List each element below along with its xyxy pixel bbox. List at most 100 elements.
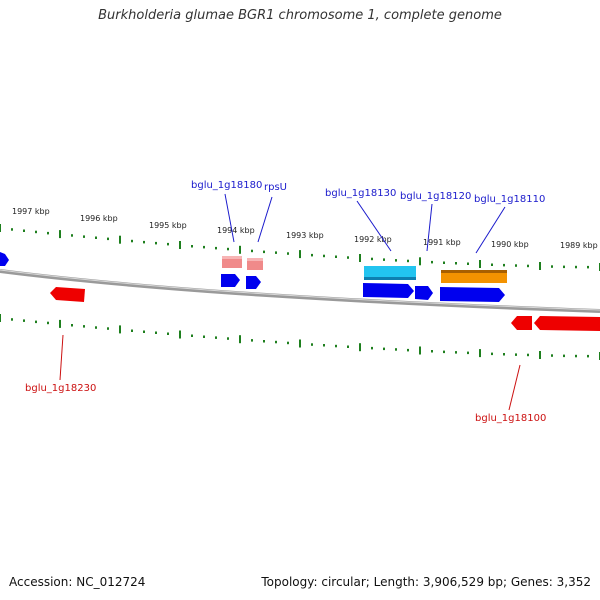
map-title: Burkholderia glumae BGR1 chromosome 1, c… [98,8,502,23]
lower-track-minor-tick [503,353,505,356]
lower-track-major-tick [0,314,1,322]
feature-cyan[interactable] [364,266,416,280]
lower-track-minor-tick [191,334,193,337]
lower-track-minor-tick [335,344,337,348]
upper-track-minor-tick [491,263,493,266]
upper-track-major-tick [119,235,121,244]
upper-track-minor-tick [527,264,529,268]
callout-bglu_1g18110 [475,206,506,254]
lower-track-minor-tick [275,340,277,344]
kbp-label-1990: 1990 kbp [491,240,529,249]
upper-track-minor-tick [347,256,349,259]
lower-track-minor-tick [35,320,37,324]
lower-track-minor-tick [491,352,493,356]
gene-label-bglu_1g18130[interactable]: bglu_1g18130 [325,188,396,199]
upper-track-minor-tick [431,260,433,264]
upper-track-minor-tick [107,237,109,241]
kbp-scale: 1997 kbp 1996 kbp 1995 kbp 1994 kbp 1993… [12,207,598,250]
lower-track-minor-tick [11,318,13,321]
lower-track-minor-tick [47,321,49,325]
lower-track-major-tick [239,335,241,344]
lower-track-minor-tick [287,341,289,345]
upper-track-minor-tick [455,262,457,265]
upper-track-major-tick [359,254,361,262]
upper-track-major-tick [59,230,61,239]
upper-tick-track [0,224,600,271]
upper-track-minor-tick [143,240,145,244]
lower-track-major-tick [479,349,481,358]
gene-label-bglu_1g18180[interactable]: bglu_1g18180 [191,180,262,191]
upper-track-minor-tick [191,245,193,248]
gene-arrow-bglu_1g18110[interactable] [440,287,505,302]
lower-track-major-tick [359,343,361,352]
upper-track-minor-tick [275,251,277,254]
upper-track-minor-tick [443,261,445,264]
upper-track-minor-tick [407,259,409,263]
kbp-label-1994: 1994 kbp [217,226,255,235]
callout-bglu_1g18100 [508,364,521,411]
lower-track-minor-tick [443,350,445,354]
upper-track-minor-tick [467,262,469,265]
upper-track-major-tick [299,250,301,259]
gene-arrow-bglu_1g18120[interactable] [415,286,433,300]
callout-bglu_1g18180 [224,193,235,243]
gene-label-bglu_1g18120[interactable]: bglu_1g18120 [400,191,471,202]
lower-tick-track [0,314,600,360]
upper-track-minor-tick [503,263,505,267]
upper-track-minor-tick [35,230,37,234]
lower-track-minor-tick [203,335,205,338]
gene-arrow-rpsU[interactable] [246,276,261,289]
feature-pink-2-top [247,258,263,261]
upper-track-minor-tick [311,253,313,257]
lower-track-minor-tick [347,345,349,348]
upper-track-minor-tick [335,255,337,258]
lower-track-minor-tick [227,337,229,340]
gene-label-bglu_1g18230[interactable]: bglu_1g18230 [25,383,96,394]
feature-pink-1-top [222,256,242,259]
upper-track-minor-tick [323,254,325,258]
lower-track-minor-tick [167,332,169,335]
upper-track-major-tick [479,260,481,268]
lower-track-minor-tick [131,329,133,332]
lower-track-minor-tick [587,354,589,358]
upper-track-minor-tick [23,229,25,232]
lower-track-major-tick [119,325,121,334]
gene-arrow-bglu_1g18180[interactable] [221,274,240,287]
kbp-label-1993: 1993 kbp [286,231,324,240]
genome-stats-text: Topology: circular; Length: 3,906,529 bp… [261,575,591,589]
gene-arrow-bglu_1g18100-a[interactable] [511,316,532,330]
lower-track-major-tick [539,351,541,359]
chromosome-backbone-highlight [0,269,600,311]
feature-orange[interactable] [441,270,507,283]
lower-track-minor-tick [551,354,553,357]
lower-track-minor-tick [383,347,385,351]
lower-track-minor-tick [143,330,145,333]
gene-arrow-bglu_1g18100-b[interactable] [534,316,600,331]
lower-track-minor-tick [251,339,253,342]
gene-arrow-bglu_1g18230[interactable] [50,287,85,302]
upper-track-minor-tick [515,264,517,267]
upper-track-major-tick [539,262,541,270]
gene-label-rpsU[interactable]: rpsU [264,182,287,193]
lower-track-major-tick [59,319,61,328]
lower-track-minor-tick [527,353,529,357]
upper-track-minor-tick [155,241,157,245]
upper-track-minor-tick [95,236,97,239]
lower-track-minor-tick [515,353,517,356]
upper-track-minor-tick [563,265,565,269]
upper-track-minor-tick [395,259,397,262]
gene-label-bglu_1g18100[interactable]: bglu_1g18100 [475,413,546,424]
lower-track-minor-tick [95,326,97,329]
upper-track-minor-tick [383,258,385,261]
gene-label-bglu_1g18110[interactable]: bglu_1g18110 [474,194,545,205]
callout-bglu_1g18130 [356,200,392,252]
upper-track-minor-tick [47,231,49,235]
upper-track-major-tick [0,224,1,232]
callout-bglu_1g18230 [59,334,64,381]
lower-track-minor-tick [395,348,397,351]
lower-track-minor-tick [107,327,109,330]
gene-arrow-bglu_1g18130[interactable] [363,283,414,298]
gene-arrow-forward-edge[interactable] [0,252,9,266]
lower-track-minor-tick [467,351,469,355]
lower-track-minor-tick [311,343,313,346]
